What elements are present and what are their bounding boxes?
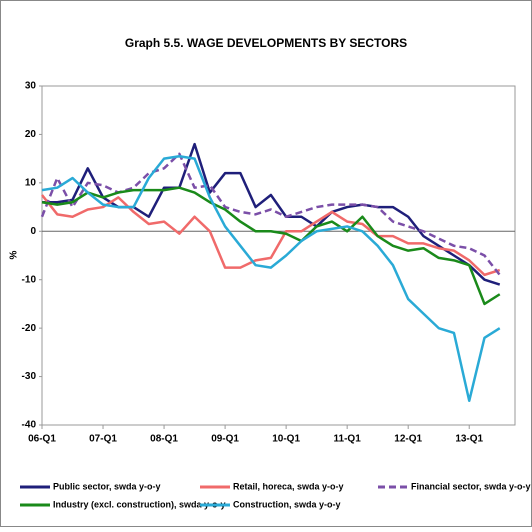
y-tick-label: 30 xyxy=(25,81,37,92)
x-tick-label: 13-Q1 xyxy=(455,434,483,445)
legend-label: Financial sector, swda y-o-y xyxy=(411,481,531,491)
y-tick-label: 0 xyxy=(30,226,36,237)
y-tick-label: -30 xyxy=(22,371,37,382)
legend-label: Public sector, swda y-o-y xyxy=(53,481,161,491)
series-line xyxy=(41,186,501,306)
legend-label: Retail, horeca, swda y-o-y xyxy=(233,481,344,491)
chart-title: Graph 5.5. WAGE DEVELOPMENTS BY SECTORS xyxy=(125,36,407,50)
plot-area xyxy=(41,85,516,426)
legend-label: Industry (excl. construction), swda y-o-… xyxy=(53,499,226,509)
x-tick-label: 07-Q1 xyxy=(89,434,117,445)
series-line xyxy=(41,194,501,277)
x-tick-label: 09-Q1 xyxy=(211,434,239,445)
y-axis-label: % xyxy=(9,250,20,259)
y-tick-label: -20 xyxy=(22,323,37,334)
legend-label: Construction, swda y-o-y xyxy=(233,499,341,509)
x-tick-label: 11-Q1 xyxy=(334,434,362,445)
x-tick-label: 06-Q1 xyxy=(28,434,56,445)
y-tick-label: 10 xyxy=(25,177,37,188)
x-tick-label: 08-Q1 xyxy=(150,434,178,445)
x-tick-label: 12-Q1 xyxy=(394,434,422,445)
series-line xyxy=(41,154,501,403)
y-tick-label: -40 xyxy=(22,420,37,431)
y-tick-label: -10 xyxy=(22,274,37,285)
x-tick-label: 10-Q1 xyxy=(272,434,300,445)
y-tick-label: 20 xyxy=(25,129,37,140)
